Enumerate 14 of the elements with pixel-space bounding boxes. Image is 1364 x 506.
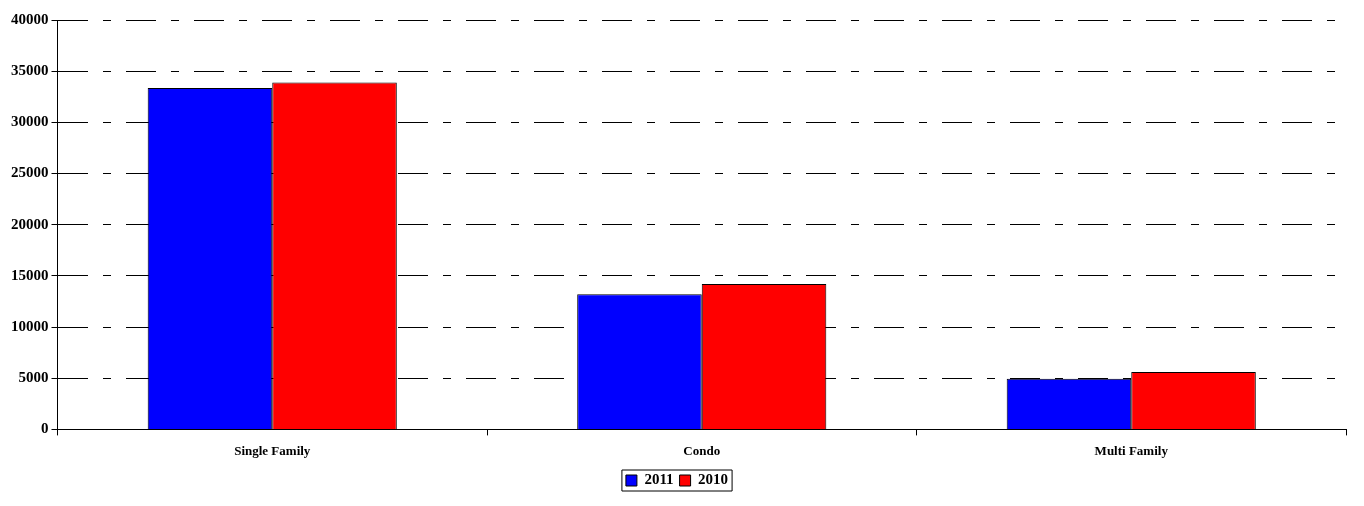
- legend-label: 2011: [644, 471, 674, 488]
- y-tick-label: 40000: [11, 10, 49, 27]
- y-tick-label: 30000: [11, 113, 49, 130]
- y-tick-label: 25000: [11, 164, 49, 181]
- y-tick-label: 20000: [11, 215, 49, 232]
- legend-label: 2010: [698, 471, 729, 488]
- y-tick-label: 35000: [11, 62, 49, 79]
- y-tick-label: 5000: [18, 369, 49, 386]
- x-tick-label: Condo: [683, 442, 721, 458]
- y-tick-label: 10000: [11, 317, 49, 334]
- y-tick-label: 0: [41, 420, 49, 437]
- y-tick-label: 15000: [11, 266, 49, 283]
- x-tick-label: Single Family: [234, 442, 311, 458]
- x-tick-label: Multi Family: [1094, 442, 1169, 458]
